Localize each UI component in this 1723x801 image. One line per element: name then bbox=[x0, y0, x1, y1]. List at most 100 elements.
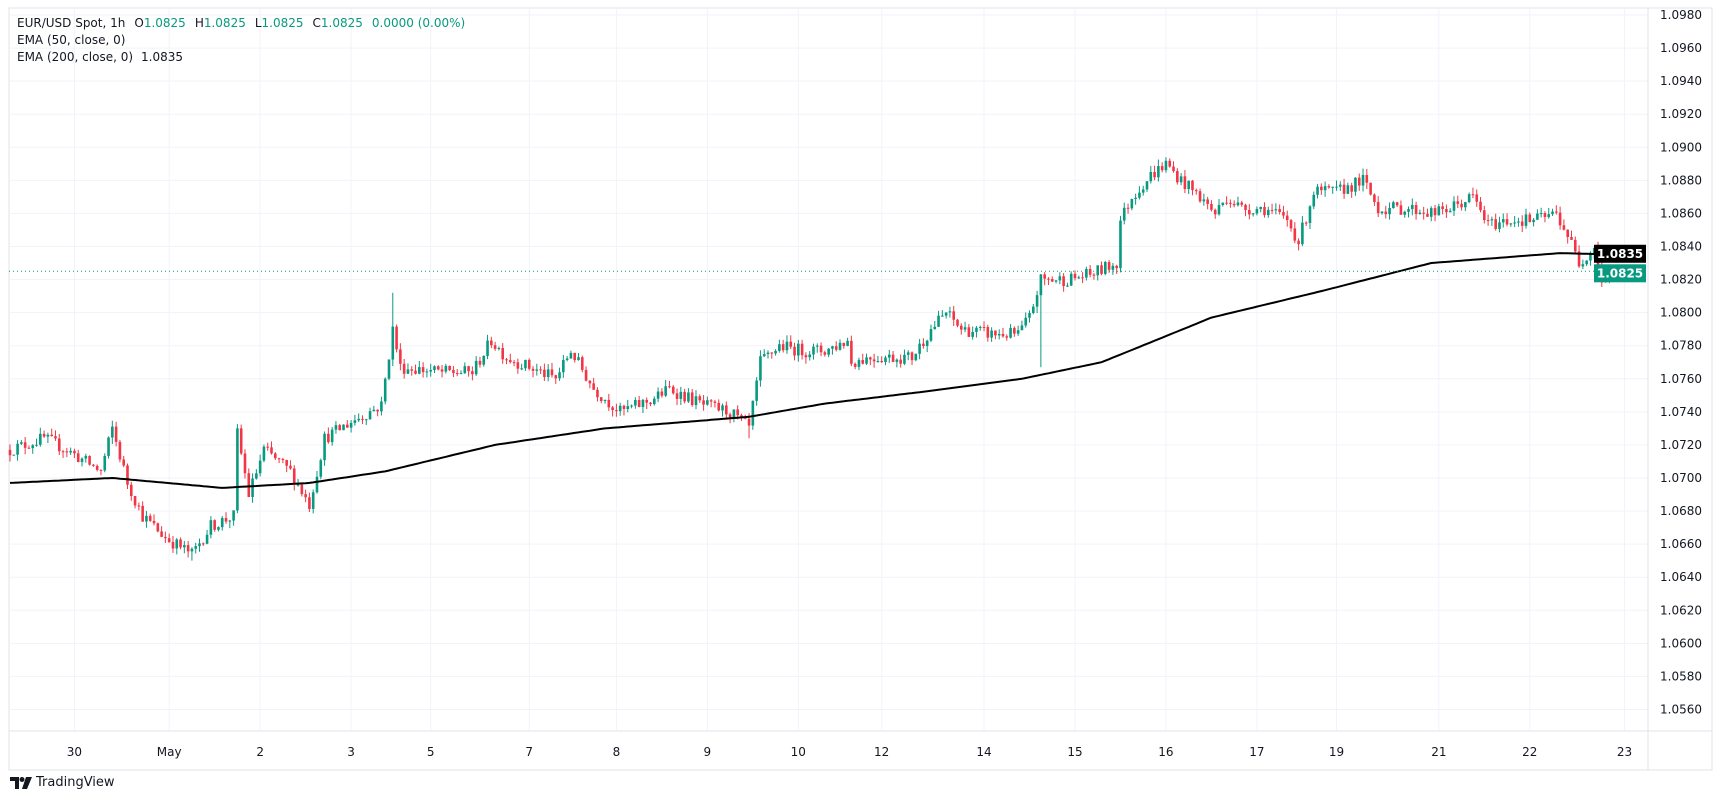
candle-body bbox=[311, 492, 315, 509]
candle-body bbox=[175, 539, 179, 549]
candle-body bbox=[622, 405, 626, 409]
candle-body bbox=[1320, 186, 1323, 191]
candle-body bbox=[122, 459, 125, 466]
candle-body bbox=[1251, 213, 1255, 215]
candle-body bbox=[1172, 166, 1175, 172]
candle-body bbox=[217, 527, 220, 530]
candle-body bbox=[1483, 210, 1486, 221]
candle-body bbox=[1342, 184, 1346, 194]
candle-body bbox=[853, 363, 857, 367]
candle-body bbox=[527, 359, 531, 369]
candle-body bbox=[713, 401, 717, 403]
candle-body bbox=[171, 541, 175, 549]
candle-body bbox=[1467, 194, 1471, 203]
candle-body bbox=[804, 355, 808, 358]
candle-body bbox=[414, 370, 417, 374]
candle-body bbox=[1585, 260, 1588, 265]
candle-body bbox=[1149, 171, 1153, 182]
candle-body bbox=[618, 405, 622, 412]
candle-body bbox=[194, 546, 198, 549]
candle-body bbox=[838, 342, 842, 350]
candle-body bbox=[751, 400, 755, 426]
candle-body bbox=[186, 545, 190, 552]
symbol-label[interactable]: EUR/USD Spot, 1h bbox=[17, 16, 126, 30]
candle-body bbox=[183, 545, 186, 548]
y-tick-label: 1.0600 bbox=[1660, 636, 1702, 650]
candle-body bbox=[467, 366, 470, 372]
candle-body bbox=[201, 543, 205, 545]
candle-body bbox=[103, 455, 107, 471]
candle-body bbox=[1338, 184, 1342, 187]
candle-body bbox=[410, 369, 414, 371]
candle-body bbox=[1107, 262, 1111, 270]
candle-body bbox=[592, 383, 595, 390]
time-axis[interactable]: 30 May 2 3 5 7 8 9 10 12 14 15 16 17 19 21 22 23 bbox=[67, 745, 1632, 759]
tradingview-logo[interactable]: TradingView bbox=[10, 775, 115, 790]
ema200-value: 1.0835 bbox=[141, 50, 184, 64]
candle-body bbox=[1130, 199, 1134, 209]
legend-ema50[interactable]: EMA (50, close, 0) bbox=[17, 33, 126, 47]
y-tick-label: 1.0840 bbox=[1660, 239, 1702, 253]
candle-body bbox=[626, 406, 630, 409]
candle-body bbox=[1411, 204, 1414, 210]
candle-body bbox=[349, 422, 353, 428]
candle-body bbox=[762, 354, 766, 357]
y-tick-label: 1.0960 bbox=[1660, 41, 1702, 55]
candle-body bbox=[1285, 215, 1289, 221]
candle-body bbox=[73, 450, 76, 454]
candle-body bbox=[497, 348, 501, 350]
candle-body bbox=[1505, 219, 1509, 225]
candle-body bbox=[1498, 222, 1501, 229]
candle-body bbox=[543, 369, 546, 378]
candle-body bbox=[1005, 336, 1009, 338]
candle-body bbox=[922, 343, 925, 346]
legend-ema200[interactable]: EMA (200, close, 0) 1.0835 bbox=[17, 49, 465, 66]
candle-body bbox=[357, 418, 360, 421]
candle-body bbox=[599, 397, 603, 401]
candle-body bbox=[346, 424, 349, 428]
candle-body bbox=[1073, 273, 1077, 279]
candle-body bbox=[1452, 201, 1456, 211]
candle-body bbox=[289, 465, 292, 469]
y-tick-label: 1.0820 bbox=[1660, 273, 1702, 287]
candle-body bbox=[831, 346, 834, 349]
candle-body bbox=[266, 446, 270, 448]
candle-body bbox=[1115, 265, 1118, 269]
price-axis[interactable]: 1.0980 1.0960 1.0940 1.0920 1.0900 1.0880 1.08… bbox=[1660, 8, 1702, 716]
candle-body bbox=[1270, 209, 1274, 211]
candle-body bbox=[406, 369, 410, 374]
candle-body bbox=[1471, 194, 1475, 196]
candle-body bbox=[569, 352, 573, 359]
candle-body bbox=[1304, 222, 1308, 224]
candle-body bbox=[383, 378, 387, 402]
candle-body bbox=[1555, 211, 1558, 213]
ema200-path bbox=[9, 252, 1621, 489]
candle-body bbox=[471, 371, 474, 375]
candle-body bbox=[789, 341, 793, 347]
candle-body bbox=[1104, 262, 1107, 274]
x-tick-label: 10 bbox=[791, 745, 806, 759]
candle-body bbox=[1088, 269, 1092, 275]
candle-body bbox=[997, 334, 1001, 336]
candle-body bbox=[1323, 186, 1327, 191]
y-tick-label: 1.0680 bbox=[1660, 504, 1702, 518]
x-tick-label: 19 bbox=[1329, 745, 1344, 759]
candle-body bbox=[986, 327, 990, 338]
candle-body bbox=[1312, 194, 1316, 207]
candle-body bbox=[668, 386, 671, 388]
candle-body bbox=[524, 359, 527, 369]
y-tick-label: 1.0920 bbox=[1660, 107, 1702, 121]
candle-body bbox=[1225, 202, 1228, 204]
candle-body bbox=[793, 346, 796, 356]
candle-body bbox=[1058, 276, 1062, 281]
candle-body bbox=[797, 343, 800, 356]
low-group: L1.0825 bbox=[255, 16, 304, 30]
candle-body bbox=[455, 373, 459, 375]
candle-body bbox=[436, 366, 440, 370]
candle-body bbox=[876, 361, 880, 363]
last-price-tag bbox=[1594, 264, 1646, 283]
candle-body bbox=[1407, 209, 1410, 212]
candle-body bbox=[1009, 327, 1012, 338]
candle-body bbox=[1119, 220, 1122, 269]
